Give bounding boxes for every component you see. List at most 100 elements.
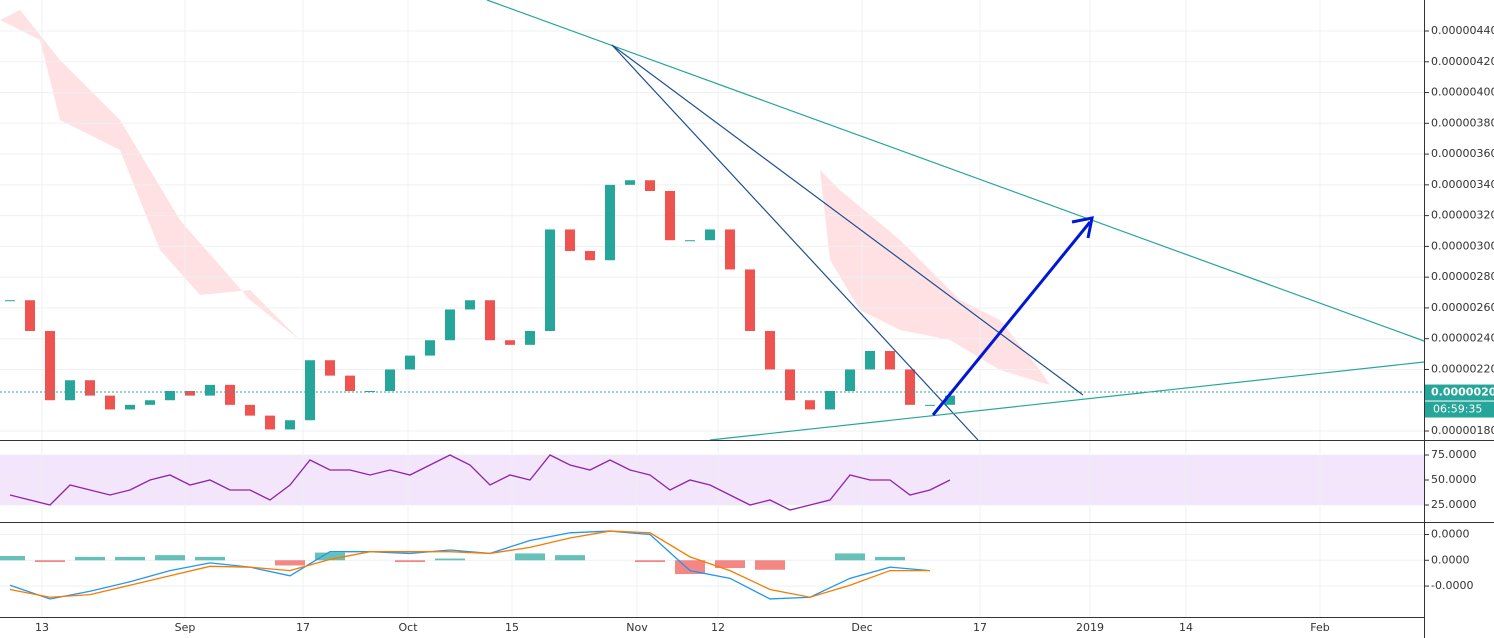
candle (845, 369, 855, 391)
x-tick-label: 17 (296, 621, 310, 634)
candle (405, 355, 415, 370)
y-tick-label: 0.00000220 (1431, 362, 1494, 375)
y-tick-label: 0.00000260 (1431, 301, 1494, 314)
candle (885, 351, 895, 370)
y-tick-label: 0.0000 (1431, 553, 1470, 566)
candle (85, 380, 95, 396)
candle (265, 415, 275, 430)
cloud (0, 10, 300, 340)
x-tick-label: Nov (626, 621, 648, 634)
candle (205, 384, 215, 396)
candle (785, 369, 795, 401)
x-tick-label: Oct (398, 621, 418, 634)
x-tick-label: 15 (505, 621, 519, 634)
y-tick-label: 0.00000380 (1431, 116, 1494, 129)
arrow-head (1071, 216, 1094, 239)
candle (645, 180, 655, 191)
y-tick-label: 0.00000280 (1431, 270, 1494, 283)
candle (745, 269, 755, 331)
candle (665, 191, 675, 241)
trend-line (709, 361, 1425, 441)
x-tick-label: 14 (1179, 621, 1193, 634)
candle (865, 351, 875, 370)
candle (445, 309, 455, 341)
x-tick-label: 17 (973, 621, 987, 634)
candle (245, 404, 255, 416)
candle (225, 384, 235, 405)
y-tick-label: 25.0000 (1431, 498, 1477, 511)
histogram-bar (555, 555, 585, 561)
candle (45, 331, 55, 401)
last-price-label: 0.00000205 (1431, 386, 1494, 399)
countdown-box (1425, 401, 1494, 418)
candle (345, 375, 355, 391)
candle (325, 360, 335, 376)
arrow (931, 221, 1092, 416)
candle (165, 391, 175, 401)
candle (65, 380, 75, 401)
histogram-bar (875, 556, 905, 561)
candle (825, 391, 835, 410)
x-tick-label: Dec (851, 621, 872, 634)
last-price-box (1425, 384, 1494, 401)
histogram-bar (0, 555, 25, 561)
y-tick-label: 50.0000 (1431, 473, 1477, 486)
candle (425, 340, 435, 356)
histogram-bar (835, 553, 865, 561)
candle (805, 400, 815, 410)
candle (505, 340, 515, 345)
trend-line (486, 0, 1425, 342)
histogram-bar (395, 560, 425, 563)
rsi-line (9, 454, 951, 511)
candle (565, 229, 575, 251)
candle (385, 369, 395, 391)
y-tick-label: 0.00000340 (1431, 178, 1494, 191)
y-tick-label: 0.00000180 (1431, 424, 1494, 437)
candle (705, 229, 715, 241)
histogram-bar (115, 556, 145, 561)
histogram-bar (435, 558, 465, 561)
candle (185, 391, 195, 396)
candle (285, 420, 295, 430)
candle (725, 229, 735, 270)
histogram-bar (35, 560, 65, 563)
y-tick-label: 0.00000240 (1431, 332, 1494, 345)
histogram-bar (755, 560, 785, 570)
countdown: 06:59:35 (1433, 403, 1482, 416)
candle (945, 395, 955, 405)
candle (525, 331, 535, 345)
candle (765, 331, 775, 370)
candle (145, 400, 155, 405)
y-tick-label: 0.00000400 (1431, 86, 1494, 99)
candle (5, 300, 15, 302)
candle (25, 300, 35, 331)
candle (545, 229, 555, 331)
candle (465, 300, 475, 310)
candle (485, 300, 495, 341)
candle (585, 251, 595, 261)
y-tick-label: 0.00000440 (1431, 24, 1494, 37)
histogram-bar (275, 560, 305, 566)
y-tick-label: 0.00000300 (1431, 239, 1494, 252)
x-tick-label: Feb (1310, 621, 1329, 634)
y-tick-label: 75.0000 (1431, 448, 1477, 461)
histogram-bar (155, 555, 185, 561)
candle (925, 404, 935, 406)
y-tick-label: 0.0000 (1431, 528, 1470, 541)
histogram-bar (315, 552, 345, 561)
histogram-bar (635, 560, 665, 563)
candle (605, 184, 615, 261)
trend-line (611, 44, 979, 441)
macd-line (9, 530, 930, 598)
y-tick-label: 0.00000320 (1431, 209, 1494, 222)
x-tick-label: 12 (711, 621, 725, 634)
candle (305, 360, 315, 421)
histogram-bar (715, 560, 745, 569)
candle (105, 395, 115, 410)
histogram-bar (195, 556, 225, 561)
trend-line (611, 44, 1084, 396)
candle (625, 180, 635, 185)
x-tick-label: 13 (35, 621, 49, 634)
y-tick-label: 0.00000360 (1431, 147, 1494, 160)
histogram-bar (515, 553, 545, 561)
